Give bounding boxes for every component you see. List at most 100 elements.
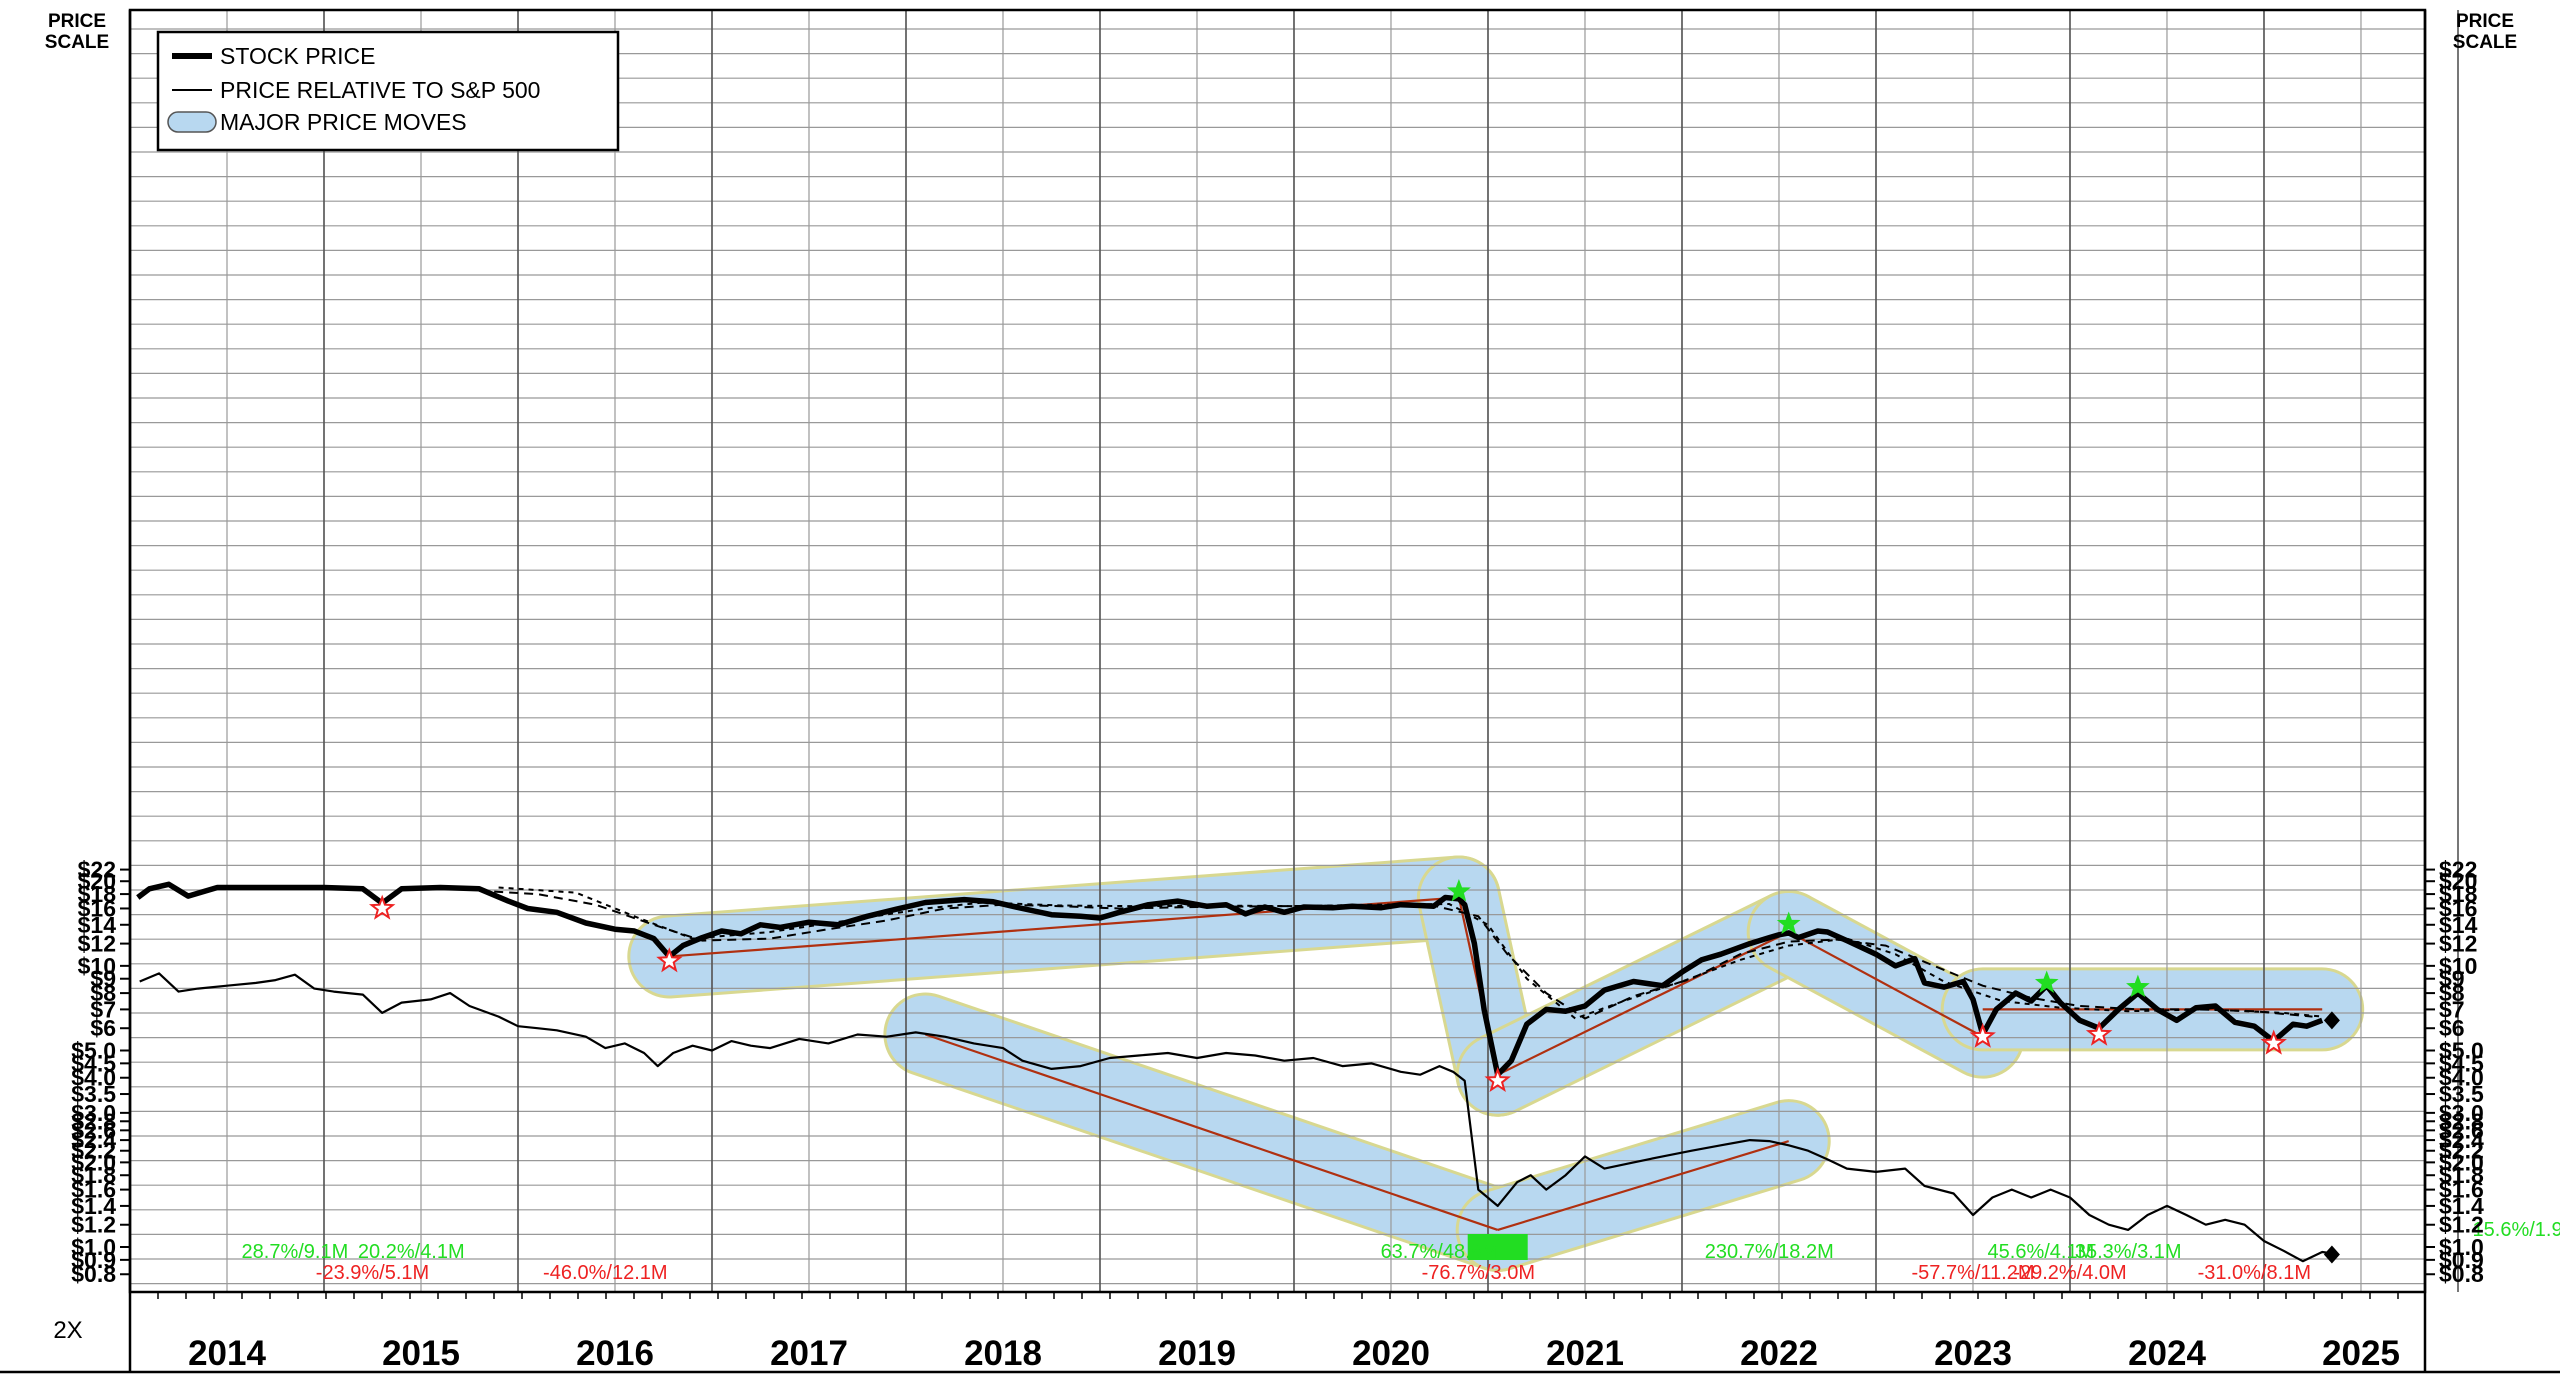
x-tick-label: 2014: [188, 1334, 266, 1373]
x-tick-label: 2024: [2128, 1334, 2206, 1373]
y-tick-label-right: $1.0: [2439, 1234, 2484, 1260]
price-scale-header-left-line1: PRICE: [48, 11, 106, 32]
y-tick-label-left: $5.0: [71, 1037, 116, 1063]
y-tick-label-left: $8: [90, 980, 116, 1006]
y-tick-label-right: $2.0: [2439, 1149, 2484, 1175]
y-tick-label-left: $9: [90, 966, 116, 992]
plot-frame: [128, 8, 2427, 1294]
major-move-trend-line-3: [1788, 930, 1984, 1038]
y-tick-label-left: $3.0: [71, 1100, 116, 1126]
y-tick-label-left: $7: [90, 996, 116, 1022]
x-tick-label: 2018: [964, 1334, 1042, 1373]
red-star-marker: [1484, 1066, 1511, 1093]
red-star-marker: [2085, 1020, 2113, 1046]
y-tick-label-left: $1.4: [71, 1193, 116, 1219]
legend-box: [156, 30, 620, 152]
x-tick-label: 2016: [576, 1334, 654, 1373]
y-tick-label-left: $14: [78, 912, 117, 938]
y-tick-label-right: $3.5: [2439, 1081, 2484, 1107]
legend-relative-label: PRICE RELATIVE TO S&P 500: [220, 77, 540, 103]
y-tick-label-left: $0.8: [71, 1261, 116, 1287]
y-tick-label-right: $1.6: [2439, 1177, 2484, 1203]
x-tick-label: 2019: [1158, 1334, 1236, 1373]
y-tick-label-right: $5.0: [2439, 1037, 2484, 1063]
y-tick-label-left: $1.6: [71, 1177, 116, 1203]
y-tick-label-left: $0.9: [71, 1247, 116, 1273]
scale-factor-label: 2X: [53, 1317, 82, 1344]
chart-axes: $22 $22$20 $20$18 $18$16 $16$14 $14$12 $12$10 $…: [0, 8, 2560, 1374]
legend-stock-label: STOCK PRICE: [220, 43, 376, 69]
y-tick-label-right: $18: [2439, 881, 2478, 907]
y-tick-label-right: $0.8: [2439, 1261, 2484, 1287]
moving-averages: [479, 886, 2323, 1020]
move-annotation: -29.2%/4.0M: [2013, 1262, 2126, 1284]
chart-markers: 28.7%/9.1M 20.2%/4.1M-23.9%/5.1M -46.0%/12…: [242, 878, 2560, 1284]
major-move-trend-line-6: [1497, 1140, 1790, 1231]
move-annotation: -23.9%/5.1M: [316, 1262, 429, 1284]
y-tick-label-right: $22: [2439, 857, 2477, 883]
y-tick-label-left: $4.5: [71, 1050, 116, 1076]
y-tick-label-right: $20: [2439, 868, 2477, 894]
moving-average-line-0: [479, 889, 2313, 1020]
y-tick-label-left: $2.0: [71, 1149, 116, 1175]
legend-moves-label: MAJOR PRICE MOVES: [220, 109, 467, 135]
x-tick-label: 2023: [1934, 1334, 2012, 1373]
major-move-trend-line-2: [1497, 930, 1790, 1076]
y-tick-label-left: $18: [78, 881, 117, 907]
move-annotation: 63.7%/48.8M: [1381, 1241, 1499, 1263]
y-tick-label-right: $2.6: [2439, 1117, 2484, 1143]
y-tick-label-left: $2.4: [71, 1127, 116, 1153]
chart-grid: [129, 10, 2459, 1292]
green-star-marker: [2034, 970, 2059, 993]
y-tick-label-left: $4.0: [71, 1065, 116, 1091]
move-annotation: 230.7%/18.2M: [1705, 1241, 1834, 1263]
legend-moves-swatch: [167, 111, 217, 133]
y-tick-label-right: $9: [2439, 966, 2465, 992]
y-tick-label-left: $6: [90, 1015, 116, 1041]
legend: STOCK PRICE PRICE RELATIVE TO S&P 500 MA…: [156, 30, 620, 152]
series-lines: [136, 881, 2333, 1263]
relative-to-sp500-line: [139, 972, 2333, 1263]
move-annotation: 45.6%/4.1M: [1988, 1241, 2095, 1263]
move-annotation: -57.7%/11.2M: [1911, 1262, 2034, 1284]
red-star-marker: [368, 894, 396, 920]
latest-value-diamond: [2323, 1011, 2340, 1030]
y-tick-label-left: $20: [78, 868, 116, 894]
y-tick-label-right: $3.0: [2439, 1100, 2484, 1126]
y-tick-label-right: $2.4: [2439, 1127, 2484, 1153]
red-star-marker: [2260, 1029, 2287, 1055]
y-tick-label-left: $2.6: [71, 1117, 116, 1143]
move-annotation: -46.0%/12.1M: [543, 1262, 668, 1284]
y-tick-label-left: $1.8: [71, 1162, 116, 1188]
move-annotation: -31.0%/8.1M: [2198, 1262, 2311, 1284]
move-annotation: 15.6%/1.9M: [2473, 1219, 2560, 1241]
y-tick-label-right: $2.2: [2439, 1138, 2484, 1164]
move-annotation: 20.2%/4.1M: [358, 1241, 465, 1263]
x-tick-label: 2017: [770, 1334, 848, 1373]
move-annotation: 35.3%/3.1M: [2075, 1241, 2182, 1263]
y-tick-label-right: $8: [2439, 980, 2465, 1006]
green-star-marker: [1447, 878, 1471, 902]
y-tick-label-left: $1.2: [71, 1212, 116, 1238]
y-tick-label-left: $10: [78, 953, 116, 979]
y-tick-label-left: $2.2: [71, 1138, 116, 1164]
x-tick-label: 2025: [2322, 1334, 2400, 1373]
major-move-trend-line-5: [925, 1033, 1499, 1231]
y-tick-label-right: $7: [2439, 996, 2465, 1022]
y-tick-label-left: $22: [78, 857, 116, 883]
y-tick-label-right: $0.9: [2439, 1247, 2484, 1273]
price-scale-header-right-line2: SCALE: [2453, 32, 2517, 53]
x-tick-label: 2021: [1546, 1334, 1624, 1373]
y-tick-label-left: $1.0: [71, 1234, 116, 1260]
y-tick-label-right: $4.5: [2439, 1050, 2484, 1076]
move-annotation: 28.7%/9.1M: [242, 1241, 349, 1263]
green-volume-marker: [1467, 1234, 1528, 1260]
red-star-marker: [656, 947, 683, 973]
x-tick-label: 2020: [1352, 1334, 1430, 1373]
y-tick-label-right: $1.8: [2439, 1162, 2484, 1188]
latest-value-diamond: [2323, 1245, 2340, 1264]
x-tick-label: 2015: [382, 1334, 460, 1373]
price-scale-header-right-line1: PRICE: [2456, 11, 2514, 32]
y-tick-label-right: $16: [2439, 895, 2477, 921]
